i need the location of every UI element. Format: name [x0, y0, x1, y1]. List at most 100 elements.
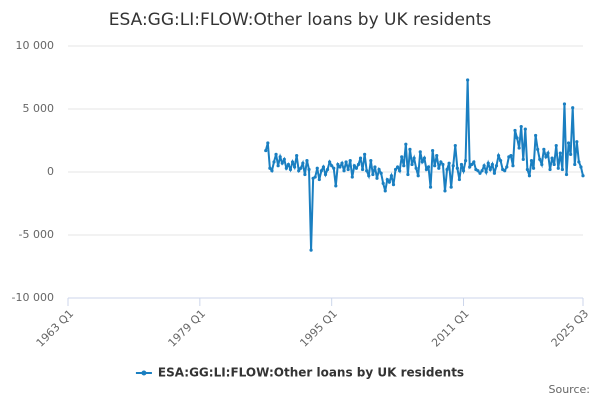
point [499, 159, 503, 163]
point [566, 141, 571, 145]
point [546, 151, 550, 155]
point [505, 165, 509, 169]
point [556, 166, 560, 170]
point [511, 164, 515, 168]
legend-marker [141, 370, 147, 376]
point [342, 169, 346, 173]
point [334, 184, 338, 188]
point [527, 174, 532, 178]
point [398, 169, 402, 173]
y-tick-label: 5 000 [23, 102, 55, 115]
point [404, 142, 408, 146]
point [455, 166, 459, 170]
point [554, 143, 558, 148]
point [470, 162, 474, 167]
point [309, 248, 313, 252]
point [325, 167, 330, 172]
point [400, 155, 404, 159]
point [406, 172, 410, 177]
point [369, 159, 373, 163]
point [525, 167, 529, 172]
point [457, 177, 461, 182]
point [488, 167, 492, 172]
point [459, 162, 464, 167]
point [358, 156, 363, 160]
point [496, 154, 501, 158]
point [560, 167, 565, 172]
point [418, 150, 422, 154]
point [274, 152, 278, 156]
point [367, 174, 371, 178]
point [531, 166, 536, 170]
point [492, 171, 497, 175]
point [290, 160, 295, 164]
point [377, 167, 381, 172]
point [352, 164, 356, 168]
point [389, 174, 394, 178]
chart-title: ESA:GG:LI:FLOW:Other loans by UK residen… [109, 10, 492, 30]
point [466, 78, 470, 82]
point [443, 189, 447, 193]
point [338, 165, 342, 169]
point [319, 169, 323, 173]
point [422, 156, 426, 160]
point [332, 166, 336, 170]
point [484, 170, 488, 174]
point [544, 155, 548, 159]
point [435, 154, 439, 158]
point [379, 171, 383, 175]
point [416, 174, 420, 178]
point [371, 172, 375, 177]
point [297, 169, 301, 173]
point [573, 162, 577, 167]
point [431, 148, 435, 153]
point [548, 167, 552, 172]
point [478, 171, 482, 175]
point [381, 181, 385, 185]
source: Source: [549, 383, 591, 396]
point [315, 166, 319, 170]
point [426, 165, 431, 169]
point [552, 162, 556, 167]
point [402, 164, 406, 168]
point [482, 164, 486, 168]
point [270, 169, 274, 173]
point [534, 133, 538, 138]
point [346, 167, 350, 172]
point [513, 128, 517, 133]
point [408, 147, 412, 151]
point [286, 162, 291, 167]
series-line [264, 79, 584, 251]
point [360, 167, 365, 172]
point [299, 166, 303, 170]
point [288, 167, 293, 172]
point [393, 167, 398, 172]
y-tick-label: 10 000 [16, 39, 55, 52]
point [328, 160, 332, 164]
point [414, 166, 418, 170]
x-tick-label: 1963 Q1 [34, 307, 77, 350]
point [503, 169, 507, 173]
point [433, 164, 437, 168]
legend-label: ESA:GG:LI:FLOW:Other loans by UK residen… [158, 366, 464, 380]
point [550, 156, 554, 160]
point [272, 160, 276, 164]
point [529, 159, 534, 163]
y-tick-label: -5 000 [19, 228, 54, 241]
point [468, 165, 472, 169]
point [375, 176, 379, 180]
point [571, 106, 575, 110]
point [420, 160, 424, 164]
point [575, 140, 579, 144]
point [437, 166, 441, 170]
point [463, 159, 468, 163]
y-tick-label: 0 [47, 165, 54, 178]
point [577, 160, 581, 164]
point [266, 141, 270, 145]
point [303, 172, 307, 177]
point [451, 164, 455, 168]
point [494, 164, 499, 168]
point [301, 161, 305, 165]
point [564, 172, 569, 177]
point [268, 166, 272, 170]
